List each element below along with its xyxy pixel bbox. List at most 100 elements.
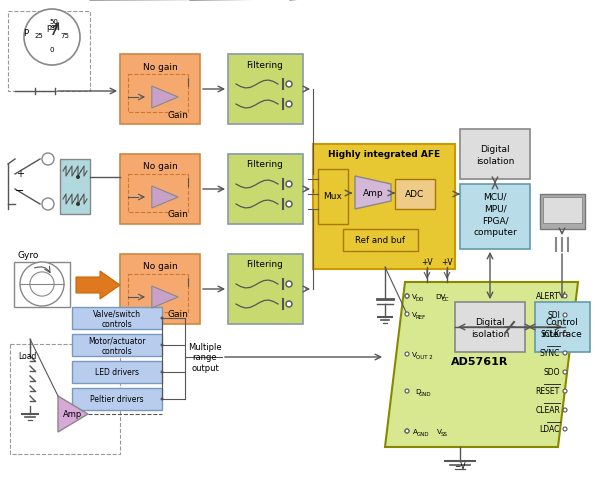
Circle shape bbox=[30, 272, 54, 297]
Text: Valve/switch
controls: Valve/switch controls bbox=[93, 309, 141, 328]
Text: 75: 75 bbox=[61, 33, 70, 39]
Circle shape bbox=[405, 429, 409, 433]
Bar bbox=[343, 229, 418, 252]
Circle shape bbox=[563, 313, 567, 317]
Circle shape bbox=[405, 389, 409, 393]
Polygon shape bbox=[385, 282, 578, 447]
Text: Load: Load bbox=[18, 351, 36, 360]
Circle shape bbox=[161, 397, 164, 401]
Bar bbox=[543, 198, 582, 224]
Circle shape bbox=[20, 263, 64, 306]
Bar bbox=[535, 302, 590, 352]
Text: LED drivers: LED drivers bbox=[95, 368, 139, 377]
Text: Filtering: Filtering bbox=[246, 60, 283, 69]
Bar bbox=[72, 307, 162, 329]
Text: RESET: RESET bbox=[536, 387, 560, 396]
Circle shape bbox=[405, 294, 409, 299]
Circle shape bbox=[405, 352, 409, 356]
Bar bbox=[60, 160, 90, 215]
Polygon shape bbox=[152, 187, 178, 209]
Text: P: P bbox=[23, 28, 29, 37]
Bar bbox=[72, 388, 162, 410]
Bar bbox=[228, 55, 303, 125]
Text: A: A bbox=[413, 428, 418, 434]
Text: isolation: isolation bbox=[471, 330, 509, 339]
Text: ALERT: ALERT bbox=[536, 292, 560, 301]
Text: +V: +V bbox=[421, 258, 433, 267]
Bar bbox=[120, 155, 200, 225]
Text: 50: 50 bbox=[49, 19, 58, 25]
Text: isolation: isolation bbox=[476, 157, 514, 166]
Bar bbox=[14, 263, 70, 307]
Polygon shape bbox=[76, 271, 120, 300]
Bar bbox=[228, 155, 303, 225]
Circle shape bbox=[286, 82, 292, 88]
Text: GND: GND bbox=[418, 392, 431, 396]
Circle shape bbox=[161, 344, 164, 347]
Polygon shape bbox=[152, 87, 178, 109]
Text: Highly integrated AFE: Highly integrated AFE bbox=[328, 150, 440, 159]
Text: psi: psi bbox=[46, 24, 58, 33]
Text: +: + bbox=[16, 168, 24, 179]
Circle shape bbox=[286, 301, 292, 307]
Text: computer: computer bbox=[473, 228, 517, 237]
Bar bbox=[72, 361, 162, 383]
Circle shape bbox=[405, 294, 409, 299]
Bar bbox=[128, 75, 188, 113]
Text: 0: 0 bbox=[50, 47, 54, 53]
Text: Amp: Amp bbox=[363, 189, 383, 198]
Text: SCLK: SCLK bbox=[541, 330, 560, 339]
Circle shape bbox=[563, 427, 567, 431]
Text: Ref and buf: Ref and buf bbox=[355, 236, 405, 245]
Text: ADC: ADC bbox=[405, 190, 425, 199]
Text: Multiple
range
output: Multiple range output bbox=[188, 342, 222, 372]
Circle shape bbox=[42, 199, 54, 211]
Text: Gain: Gain bbox=[168, 110, 189, 119]
Text: CLEAR: CLEAR bbox=[535, 406, 560, 415]
Circle shape bbox=[161, 371, 164, 374]
Polygon shape bbox=[58, 396, 88, 432]
Bar bbox=[313, 144, 455, 269]
Circle shape bbox=[405, 429, 409, 433]
Bar bbox=[120, 55, 200, 125]
Text: DV: DV bbox=[435, 293, 446, 300]
Text: REF: REF bbox=[415, 315, 426, 320]
Text: Gyro: Gyro bbox=[17, 250, 38, 259]
Bar bbox=[460, 185, 530, 250]
Text: Digital: Digital bbox=[480, 145, 510, 154]
Circle shape bbox=[286, 181, 292, 188]
Bar bbox=[120, 254, 200, 324]
Text: Mux: Mux bbox=[324, 192, 343, 201]
Bar bbox=[228, 254, 303, 324]
Text: +V: +V bbox=[441, 258, 453, 267]
Text: Motor/actuator
controls: Motor/actuator controls bbox=[88, 336, 146, 355]
Bar bbox=[128, 175, 188, 213]
Bar bbox=[8, 12, 90, 92]
Circle shape bbox=[405, 312, 409, 316]
Circle shape bbox=[42, 154, 54, 166]
Text: AD5761R: AD5761R bbox=[452, 356, 509, 366]
Text: No gain: No gain bbox=[143, 62, 177, 72]
Text: V: V bbox=[412, 293, 417, 300]
Bar bbox=[460, 130, 530, 180]
Circle shape bbox=[76, 203, 80, 206]
Text: DD: DD bbox=[415, 297, 424, 302]
Text: OUT 2: OUT 2 bbox=[415, 355, 432, 360]
Text: −: − bbox=[15, 186, 24, 195]
Text: Control: Control bbox=[546, 318, 578, 327]
Text: CC: CC bbox=[442, 297, 449, 302]
Text: SDO: SDO bbox=[543, 368, 560, 377]
Text: V: V bbox=[412, 312, 417, 317]
Circle shape bbox=[286, 202, 292, 207]
Text: V: V bbox=[437, 428, 442, 434]
Bar bbox=[318, 169, 348, 225]
Circle shape bbox=[161, 317, 164, 320]
Circle shape bbox=[76, 176, 80, 180]
Polygon shape bbox=[152, 287, 178, 308]
Text: MCU/: MCU/ bbox=[483, 192, 507, 201]
Bar bbox=[72, 334, 162, 356]
Circle shape bbox=[563, 389, 567, 393]
Text: V: V bbox=[412, 351, 417, 357]
Text: SDI: SDI bbox=[547, 311, 560, 320]
Bar bbox=[128, 275, 188, 312]
